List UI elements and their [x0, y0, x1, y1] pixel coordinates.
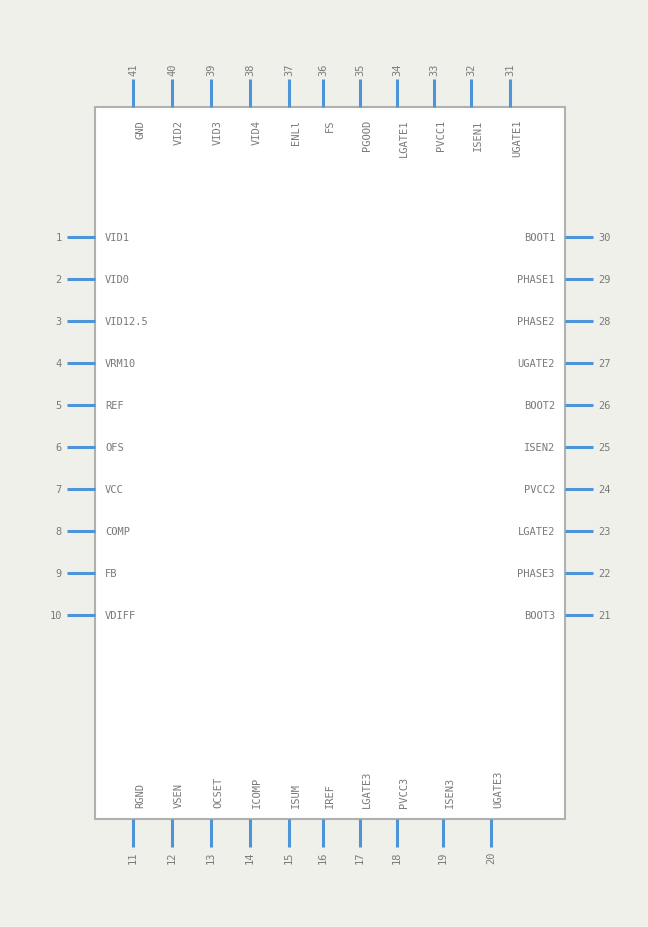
Text: 33: 33: [429, 63, 439, 76]
Text: 3: 3: [56, 317, 62, 326]
Text: 29: 29: [598, 274, 610, 285]
Text: 1: 1: [56, 233, 62, 243]
Text: VCC: VCC: [105, 485, 124, 494]
Text: 14: 14: [245, 851, 255, 864]
Text: PVCC2: PVCC2: [524, 485, 555, 494]
Text: PVCC1: PVCC1: [436, 120, 446, 151]
Text: LGATE1: LGATE1: [399, 120, 409, 158]
Text: IREF: IREF: [325, 782, 335, 807]
Text: 41: 41: [128, 63, 138, 76]
Text: 25: 25: [598, 442, 610, 452]
Text: PVCC3: PVCC3: [399, 776, 409, 807]
Text: ISUM: ISUM: [291, 782, 301, 807]
Text: UGATE1: UGATE1: [512, 120, 522, 158]
Text: 37: 37: [284, 63, 294, 76]
Text: 35: 35: [355, 63, 365, 76]
Text: COMP: COMP: [105, 527, 130, 537]
Text: 26: 26: [598, 400, 610, 411]
Text: ICOMP: ICOMP: [252, 776, 262, 807]
Text: 13: 13: [206, 851, 216, 864]
Text: 12: 12: [167, 851, 177, 864]
Text: 27: 27: [598, 359, 610, 369]
Text: BOOT2: BOOT2: [524, 400, 555, 411]
Text: VRM10: VRM10: [105, 359, 136, 369]
Text: VID2: VID2: [174, 120, 184, 145]
Text: 6: 6: [56, 442, 62, 452]
Text: 24: 24: [598, 485, 610, 494]
Text: LGATE2: LGATE2: [518, 527, 555, 537]
Text: ISEN2: ISEN2: [524, 442, 555, 452]
Text: 4: 4: [56, 359, 62, 369]
Text: 20: 20: [486, 851, 496, 864]
Text: VID3: VID3: [213, 120, 223, 145]
Text: ISEN1: ISEN1: [473, 120, 483, 151]
Text: 15: 15: [284, 851, 294, 864]
Text: UGATE2: UGATE2: [518, 359, 555, 369]
Text: 32: 32: [466, 63, 476, 76]
Text: 5: 5: [56, 400, 62, 411]
Text: VDIFF: VDIFF: [105, 610, 136, 620]
Text: 28: 28: [598, 317, 610, 326]
Text: 2: 2: [56, 274, 62, 285]
Text: ISEN3: ISEN3: [445, 776, 455, 807]
Text: VID0: VID0: [105, 274, 130, 285]
Text: 38: 38: [245, 63, 255, 76]
Text: BOOT3: BOOT3: [524, 610, 555, 620]
Text: BOOT1: BOOT1: [524, 233, 555, 243]
Text: 7: 7: [56, 485, 62, 494]
Text: 40: 40: [167, 63, 177, 76]
Text: 22: 22: [598, 568, 610, 578]
Text: 9: 9: [56, 568, 62, 578]
Text: 10: 10: [49, 610, 62, 620]
Text: 31: 31: [505, 63, 515, 76]
Text: FB: FB: [105, 568, 117, 578]
Text: FS: FS: [325, 120, 335, 133]
Text: GND: GND: [135, 120, 145, 139]
Text: VID1: VID1: [105, 233, 130, 243]
Text: PHASE2: PHASE2: [518, 317, 555, 326]
Text: 17: 17: [355, 851, 365, 864]
Text: PHASE3: PHASE3: [518, 568, 555, 578]
Text: VID4: VID4: [252, 120, 262, 145]
Text: OCSET: OCSET: [213, 776, 223, 807]
Text: OFS: OFS: [105, 442, 124, 452]
Text: PHASE1: PHASE1: [518, 274, 555, 285]
Text: RGND: RGND: [135, 782, 145, 807]
Text: 16: 16: [318, 851, 328, 864]
Text: 39: 39: [206, 63, 216, 76]
Text: LGATE3: LGATE3: [362, 769, 372, 807]
Text: 21: 21: [598, 610, 610, 620]
Text: 8: 8: [56, 527, 62, 537]
Text: VID12.5: VID12.5: [105, 317, 149, 326]
Text: 18: 18: [392, 851, 402, 864]
Text: 36: 36: [318, 63, 328, 76]
Text: VSEN: VSEN: [174, 782, 184, 807]
Bar: [95, 108, 565, 819]
Text: 30: 30: [598, 233, 610, 243]
Text: 34: 34: [392, 63, 402, 76]
Text: 11: 11: [128, 851, 138, 864]
Text: 23: 23: [598, 527, 610, 537]
Text: 19: 19: [438, 851, 448, 864]
Text: UGATE3: UGATE3: [493, 769, 503, 807]
Text: ENLl: ENLl: [291, 120, 301, 145]
Text: REF: REF: [105, 400, 124, 411]
Text: PGOOD: PGOOD: [362, 120, 372, 151]
